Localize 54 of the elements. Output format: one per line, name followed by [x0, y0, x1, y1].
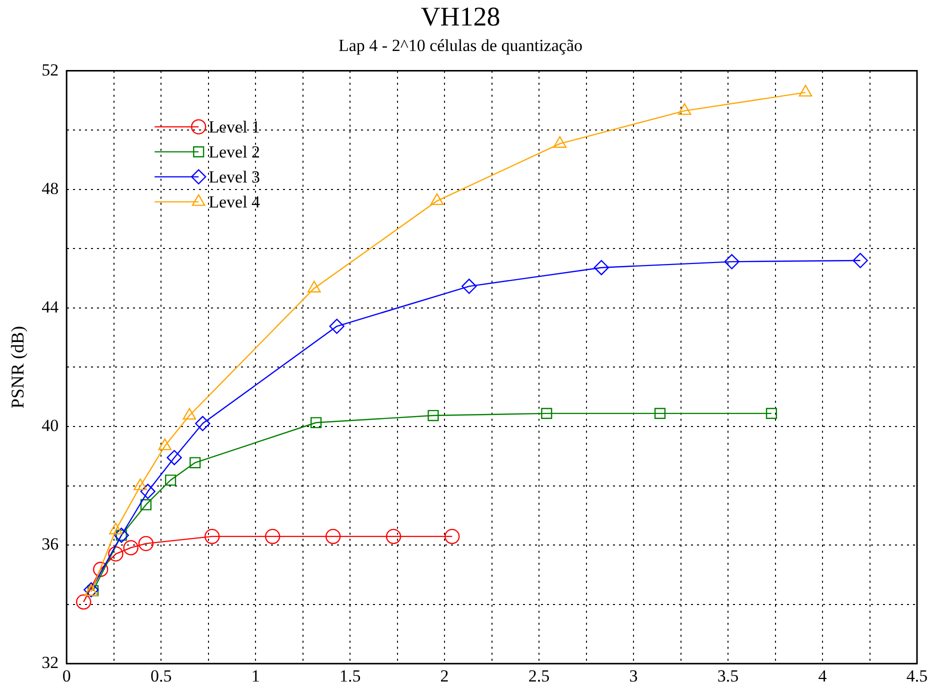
point	[140, 484, 156, 499]
point	[541, 408, 552, 419]
point	[654, 408, 666, 419]
point	[264, 528, 280, 544]
point	[138, 536, 154, 552]
chart-subtitle: Lap 4 - 2^10 células de quantização	[338, 36, 582, 56]
point	[428, 410, 439, 422]
y-tick-label: 36	[42, 534, 59, 554]
point	[182, 408, 196, 420]
x-tick-label: 2	[440, 666, 449, 686]
point	[93, 562, 108, 577]
point	[310, 417, 322, 428]
point	[325, 528, 341, 544]
point	[798, 84, 812, 97]
point	[108, 546, 124, 562]
x-tick-label: 1	[251, 666, 260, 686]
point	[308, 280, 321, 292]
x-tick-label: 3.5	[717, 666, 739, 686]
y-tick-label: 40	[42, 416, 59, 435]
point	[329, 318, 344, 334]
point	[430, 193, 444, 206]
point	[204, 528, 220, 544]
point	[76, 594, 92, 610]
x-tick-label: 0	[62, 666, 71, 686]
point	[190, 457, 201, 468]
point	[678, 103, 692, 115]
point	[766, 408, 778, 419]
point	[444, 528, 460, 544]
y-tick-label: 32	[42, 653, 59, 672]
chart-title: VH128	[420, 1, 500, 32]
x-tick-label: 4.5	[906, 666, 928, 686]
legend-label: Level 3	[208, 167, 260, 186]
point	[462, 278, 477, 294]
x-tick-label: 2.5	[528, 666, 550, 686]
point	[195, 416, 210, 432]
x-tick-label: 4	[818, 666, 828, 686]
point	[123, 540, 138, 556]
legend-label: Level 2	[208, 142, 260, 162]
y-axis-title: PSNR (dB)	[8, 326, 28, 408]
x-tick-label: 1.5	[339, 666, 361, 686]
point	[553, 136, 566, 148]
point	[594, 260, 610, 276]
point	[164, 474, 176, 486]
y-tick-label: 44	[42, 297, 60, 316]
point	[724, 254, 740, 270]
x-tick-label: 0.5	[150, 666, 172, 686]
point	[140, 499, 152, 510]
y-tick-label: 48	[42, 178, 59, 198]
point	[852, 252, 868, 268]
y-tick-label: 52	[42, 60, 59, 80]
x-tick-label: 3	[629, 666, 638, 686]
point	[166, 450, 182, 466]
point	[386, 528, 402, 544]
legend-label: Level 4	[208, 192, 261, 212]
